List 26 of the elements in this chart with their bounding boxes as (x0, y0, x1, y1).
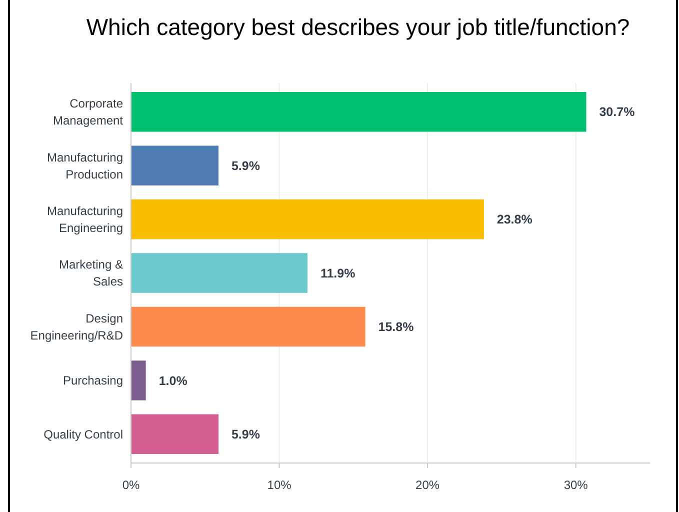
y-tick-label: Manufacturing Production (46, 150, 123, 182)
y-tick-label: Marketing & Sales (58, 258, 123, 289)
data-label: 23.8% (496, 212, 532, 227)
bar (131, 92, 586, 132)
bar (131, 360, 146, 400)
x-tick-label: 0% (122, 478, 140, 492)
data-label: 1.0% (158, 374, 188, 388)
bar (131, 306, 366, 347)
data-label: 15.8% (378, 320, 414, 334)
data-label: 5.9% (231, 158, 260, 173)
data-label: 11.9% (320, 266, 356, 280)
y-tick-label: Purchasing (62, 374, 123, 388)
data-label: 30.7% (599, 105, 635, 120)
bar (131, 199, 484, 240)
data-label: 5.9% (231, 428, 260, 442)
bar (131, 146, 218, 186)
y-tick-label: Quality Control (44, 427, 123, 442)
y-tick-label: Design Engineering/R&D (30, 311, 124, 342)
chart-title: Which category best describes your job title/function? (86, 14, 630, 40)
x-tick-label: 30% (564, 478, 588, 492)
bar (131, 414, 218, 454)
y-tick-label: Corporate Management (52, 96, 124, 128)
bar (131, 253, 308, 293)
x-tick-label: 10% (267, 478, 292, 492)
y-tick-label: Manufacturing Engineering (46, 204, 123, 235)
x-tick-label: 20% (416, 478, 440, 492)
